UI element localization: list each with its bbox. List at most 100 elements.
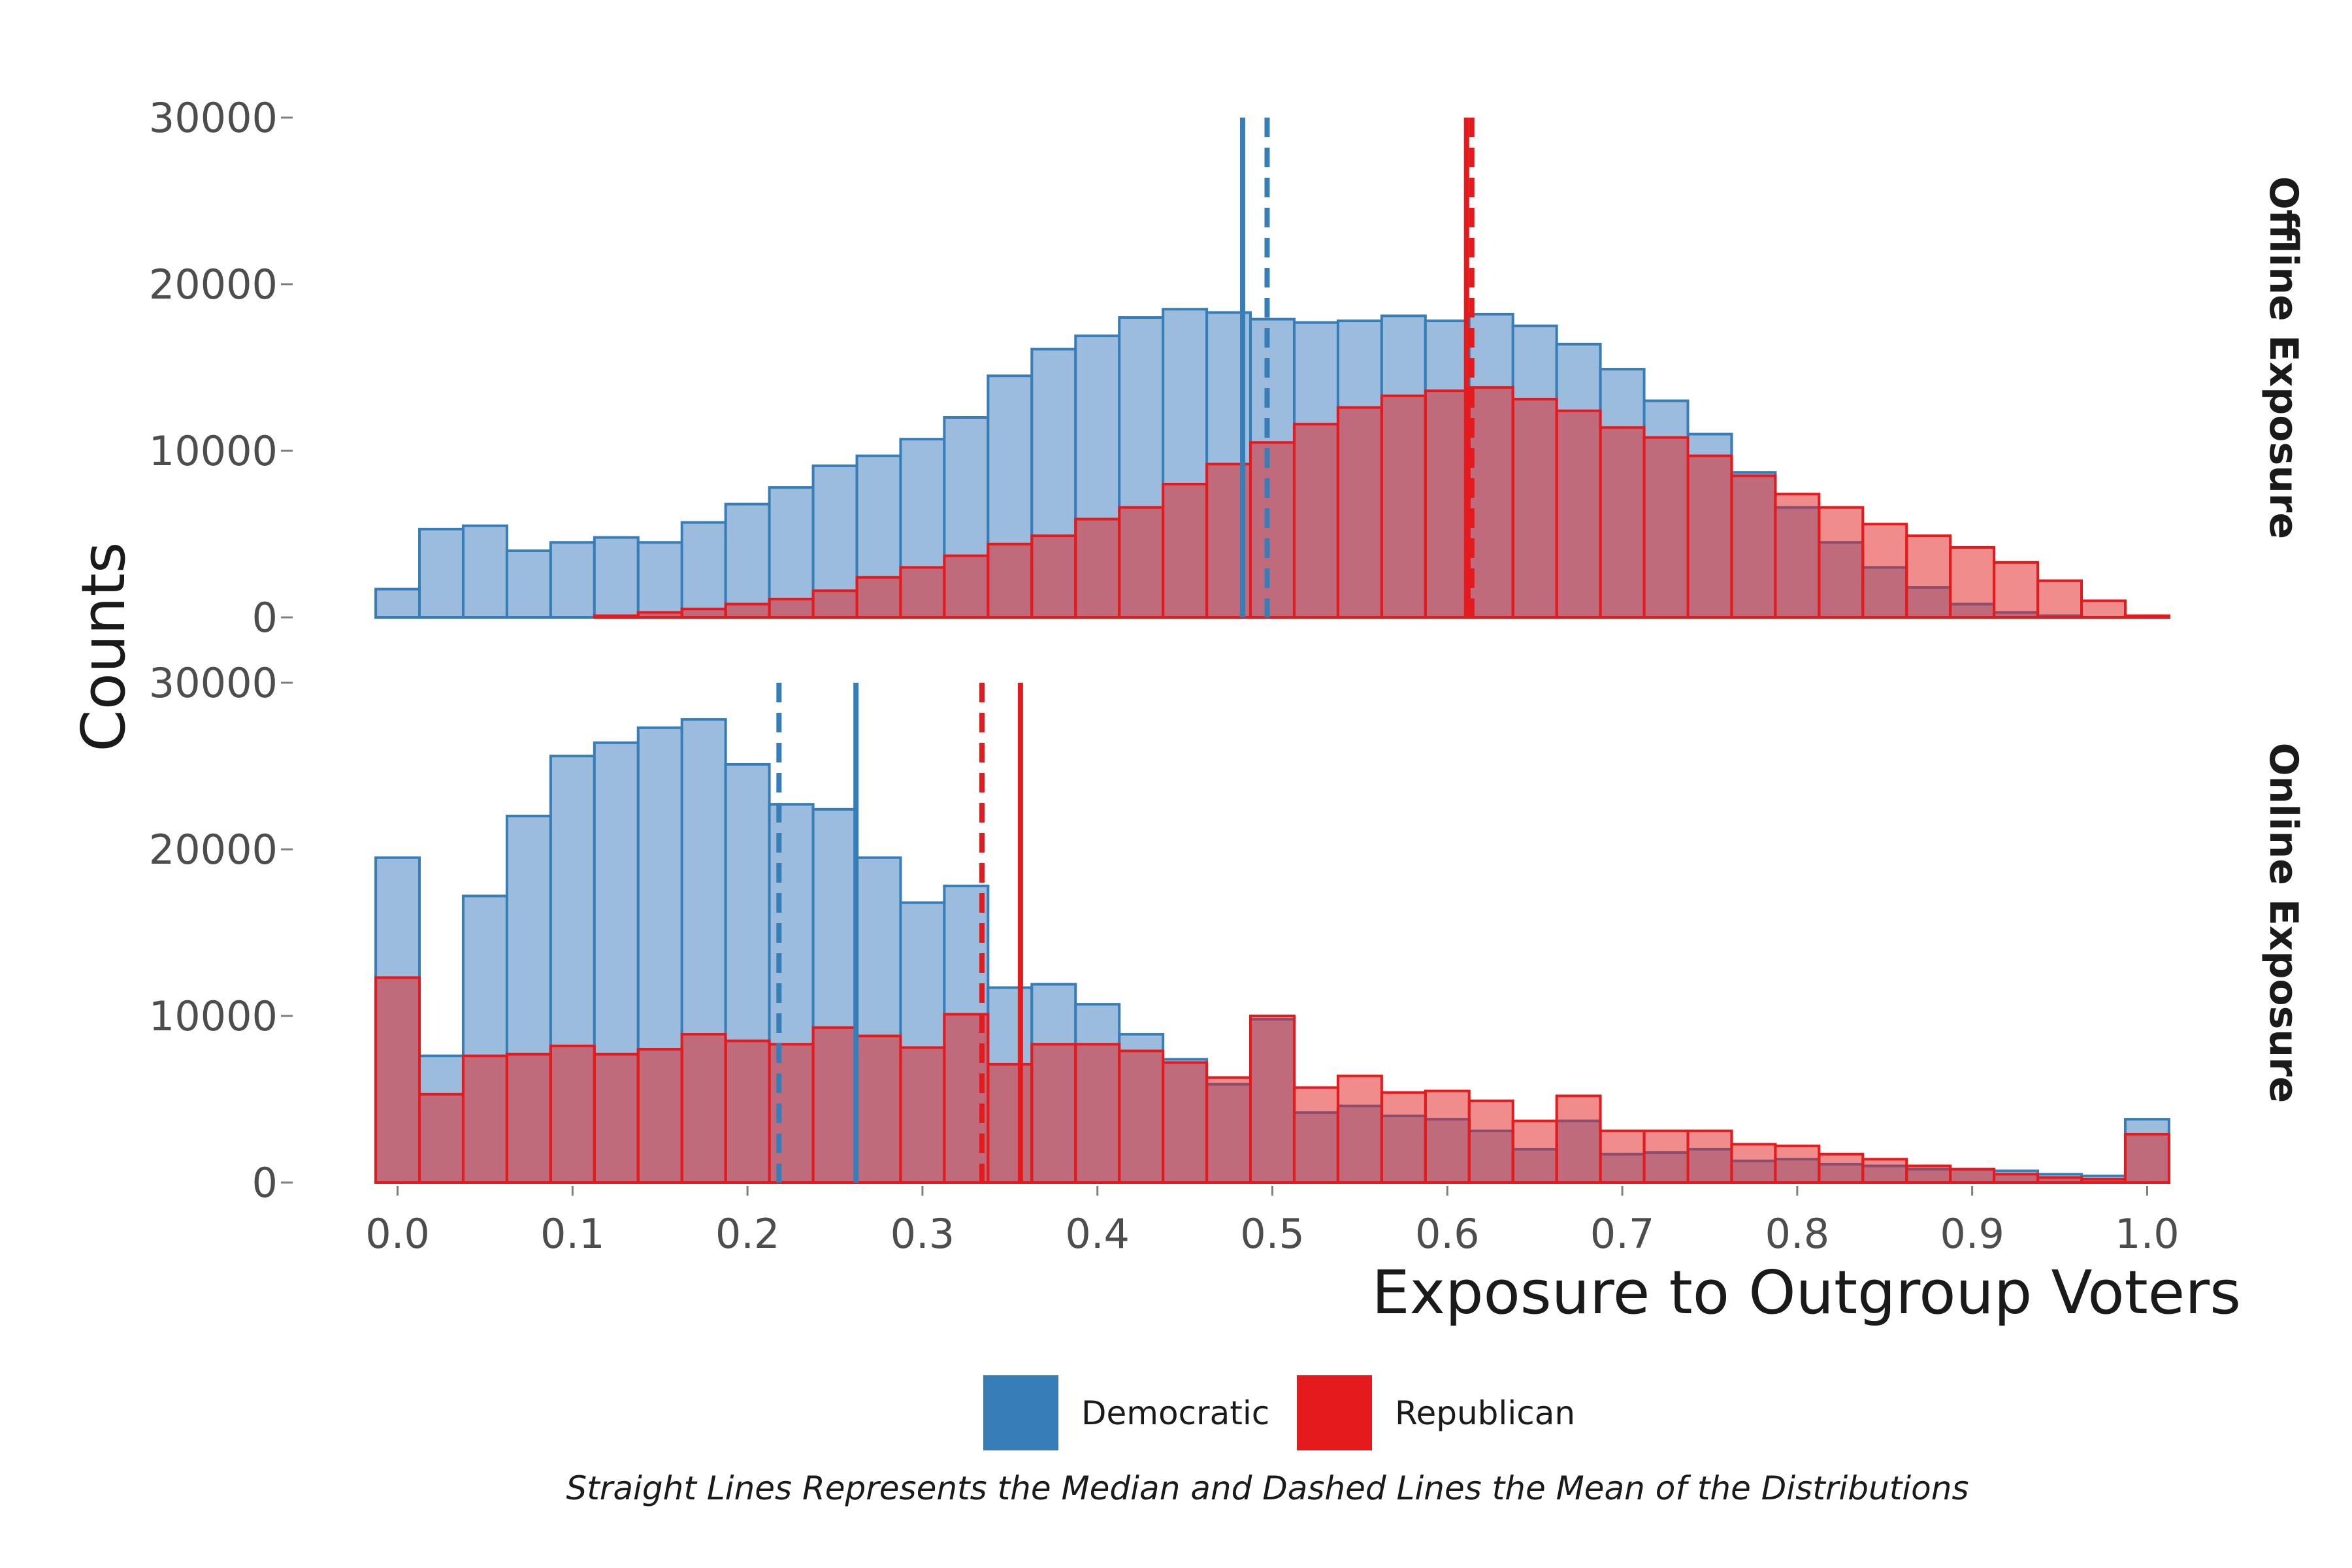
- histogram-bar: [1949, 546, 1996, 619]
- histogram-bar: [1380, 1091, 1427, 1184]
- facet-label: Online Exposure: [2261, 743, 2306, 1103]
- histogram-bar: [680, 608, 727, 619]
- histogram-bar: [987, 1062, 1034, 1184]
- histogram-bar: [1030, 1043, 1077, 1184]
- histogram-bar: [1642, 1129, 1690, 1184]
- y-tick-label: 30000: [149, 659, 278, 707]
- histogram-bar: [855, 1034, 902, 1184]
- histogram-bar: [418, 1092, 465, 1184]
- histogram-bar: [1424, 389, 1471, 619]
- histogram-bar: [593, 536, 640, 619]
- y-tick-label: 0: [252, 1159, 278, 1207]
- histogram-bar: [1555, 409, 1602, 619]
- y-tick-label: 0: [252, 594, 278, 642]
- histogram-bar: [1467, 386, 1514, 619]
- legend-key-democratic: [983, 1375, 1058, 1450]
- x-tick-label: 0.3: [890, 1210, 955, 1258]
- histogram-bar: [811, 1026, 858, 1184]
- histogram-bar: [374, 976, 421, 1184]
- histogram-bar: [461, 1054, 508, 1184]
- histogram-bar: [1599, 1129, 1646, 1184]
- histogram-bar: [768, 1043, 815, 1184]
- histogram-bar: [2036, 579, 2083, 619]
- histogram-bar: [1993, 561, 2040, 619]
- x-tick-label: 0.8: [1765, 1210, 1830, 1258]
- histogram-bar: [1118, 506, 1165, 619]
- series-republican: [374, 976, 2170, 1184]
- histogram-bar: [1424, 1089, 1471, 1184]
- histogram-bar: [2036, 1176, 2083, 1184]
- chart-caption: Straight Lines Represents the Median and…: [566, 1469, 1968, 1507]
- y-axis-title: Counts: [69, 542, 139, 751]
- legend-label-democratic: Democratic: [1081, 1394, 1269, 1432]
- facet-panels: 0 10000 20000 30000 Offline Exposure 0 10000 20…: [149, 94, 2306, 1207]
- histogram-bar: [680, 1033, 727, 1184]
- histogram-bar: [593, 1053, 640, 1184]
- x-axis: 0.0 0.1 0.2 0.3 0.4 0.5 0.6 0.7 0.8 0.9 1.0: [365, 1186, 2180, 1258]
- histogram-bar: [505, 549, 552, 619]
- y-tick-label: 20000: [149, 826, 278, 874]
- histogram-bar: [1818, 506, 1865, 619]
- x-tick-label: 0.7: [1590, 1210, 1655, 1258]
- histogram-bar: [1511, 397, 1558, 619]
- histogram-bar: [1249, 1015, 1296, 1184]
- histogram-bar: [2123, 614, 2170, 619]
- legend-label-republican: Republican: [1395, 1394, 1575, 1432]
- x-tick-label: 0.0: [365, 1210, 430, 1258]
- histogram-bar: [1642, 436, 1690, 619]
- x-tick-label: 0.4: [1065, 1210, 1130, 1258]
- histogram-bar: [2080, 599, 2127, 619]
- histogram-bar: [1818, 1152, 1865, 1184]
- y-tick-label: 20000: [149, 261, 278, 308]
- histogram-bar: [374, 587, 421, 619]
- histogram-bar: [1730, 1143, 1777, 1184]
- histogram-bar: [1380, 394, 1427, 619]
- histogram-bar: [1686, 1129, 1733, 1184]
- facet-panel: 0 10000 20000 30000 Offline Exposure: [149, 94, 2306, 642]
- y-tick-label: 10000: [149, 427, 278, 475]
- histogram-bar: [1774, 1144, 1821, 1184]
- histogram-bar: [1730, 474, 1777, 619]
- x-tick-label: 1.0: [2115, 1210, 2180, 1258]
- histogram-bar: [549, 1044, 596, 1184]
- histogram-bar: [2123, 1133, 2170, 1184]
- histogram-bar: [1336, 406, 1383, 619]
- histogram-bar: [1162, 483, 1209, 619]
- histogram-bar: [855, 576, 902, 619]
- facet-panel: 0 10000 20000 30000 Online Exposure: [149, 659, 2306, 1207]
- histogram-bar: [1949, 1168, 1996, 1184]
- histogram-bar: [505, 1053, 552, 1184]
- histogram-bar: [1249, 441, 1296, 619]
- histogram-bar: [1292, 423, 1339, 619]
- x-tick-label: 0.2: [715, 1210, 780, 1258]
- histogram-bar: [549, 541, 596, 619]
- histogram-bar: [987, 542, 1034, 619]
- x-tick-label: 0.5: [1240, 1210, 1305, 1258]
- histogram-bar: [680, 521, 727, 619]
- histogram-bar: [1162, 1061, 1209, 1184]
- histogram-bar: [1467, 1100, 1514, 1184]
- y-tick-label: 30000: [149, 94, 278, 142]
- histogram-bar: [724, 502, 771, 619]
- x-tick-label: 0.6: [1415, 1210, 1480, 1258]
- histogram-bar: [1511, 1119, 1558, 1184]
- histogram-bar: [1555, 1094, 1602, 1184]
- x-tick-label: 0.1: [540, 1210, 605, 1258]
- histogram-bar: [1118, 1049, 1165, 1184]
- histogram-bar: [768, 486, 815, 619]
- legend-key-republican: [1297, 1375, 1372, 1450]
- histogram-bar: [1905, 534, 1952, 619]
- histogram-bar: [1074, 517, 1121, 619]
- histogram-bar: [1030, 534, 1077, 619]
- legend: Democratic Republican: [983, 1375, 1575, 1450]
- histogram-bar: [724, 602, 771, 619]
- histogram-bar: [593, 614, 640, 619]
- histogram-bar: [636, 1048, 683, 1184]
- histogram-bar: [1861, 523, 1908, 619]
- histogram-bar: [461, 524, 508, 619]
- histogram-bar: [943, 554, 990, 619]
- histogram-bar: [943, 1013, 990, 1184]
- histogram-bar: [1774, 493, 1821, 619]
